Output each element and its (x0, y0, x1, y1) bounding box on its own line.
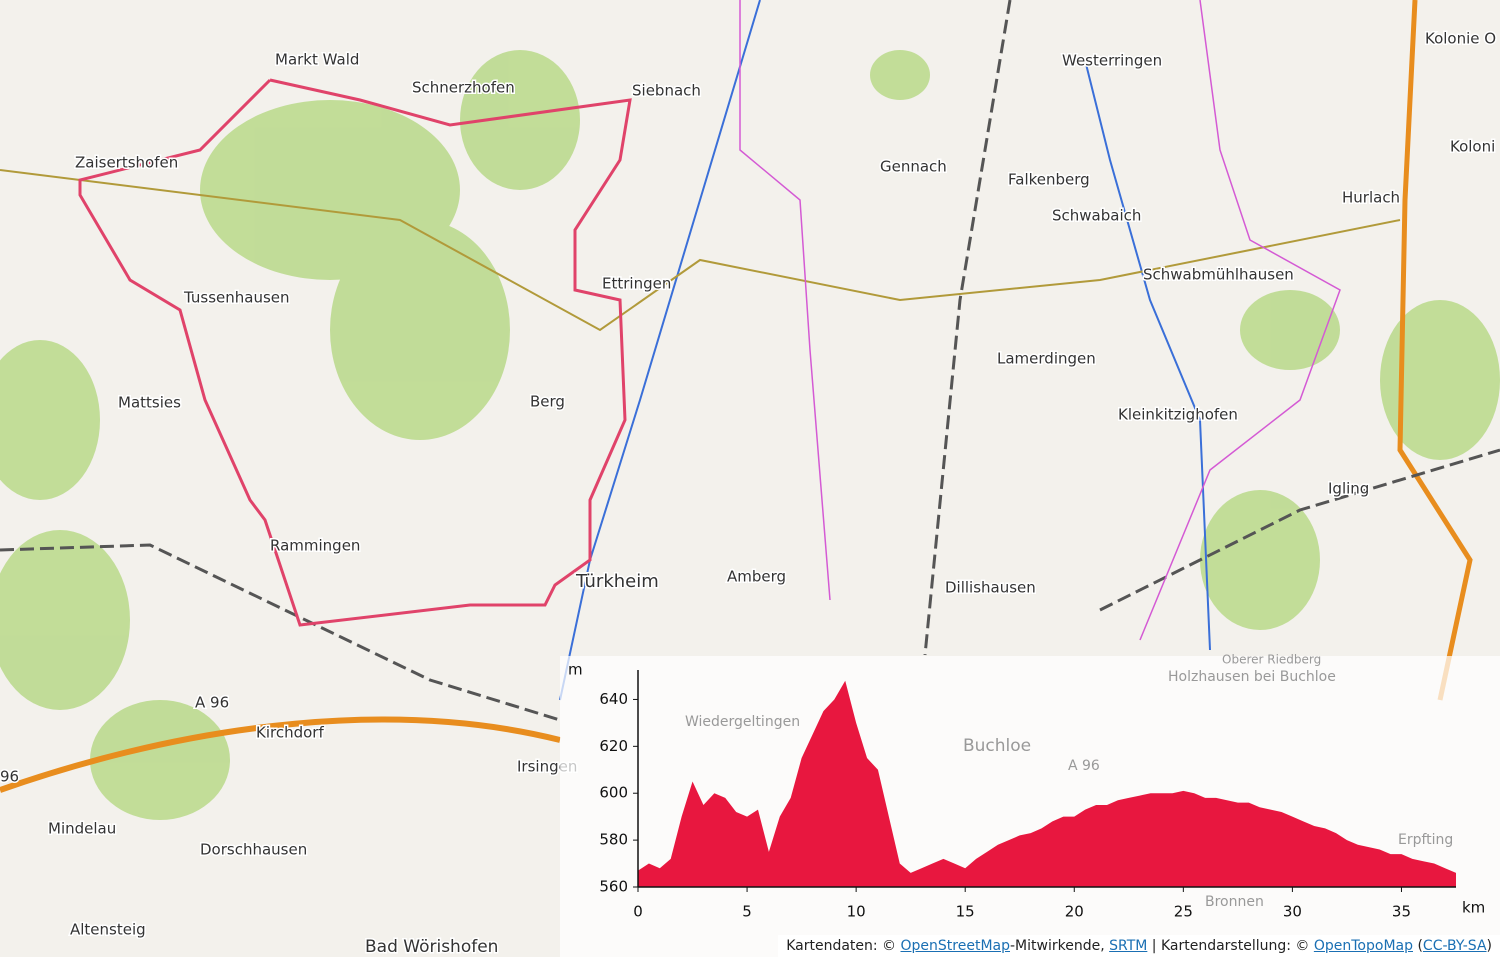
x-tick-label: 30 (1283, 903, 1302, 921)
place-label: Gennach (880, 158, 947, 176)
y-axis-label: m (568, 661, 583, 679)
roads (0, 0, 1500, 793)
place-label: Berg (530, 393, 565, 411)
attribution-text: | Kartendarstellung: © (1147, 938, 1314, 954)
place-label: Falkenberg (1008, 171, 1090, 189)
place-label: Bronnen (1205, 894, 1264, 910)
x-tick-label: 35 (1392, 903, 1411, 921)
link[interactable]: OpenTopoMap (1313, 938, 1413, 954)
place-label: Wiedergeltingen (685, 714, 800, 730)
place-label: Buchloe (963, 736, 1031, 756)
link[interactable]: OpenStreetMap (900, 938, 1010, 954)
place-label: Hurlach (1342, 189, 1400, 207)
y-tick-label: 560 (599, 878, 628, 896)
place-label: Altensteig (70, 921, 146, 939)
x-tick-label: 0 (633, 903, 643, 921)
place-label: Türkheim (575, 571, 659, 592)
place-label: Kirchdorf (256, 724, 324, 742)
place-label: Igling (1328, 480, 1369, 498)
y-tick-label: 580 (599, 831, 628, 849)
place-label: Mattsies (118, 394, 181, 412)
attribution: Kartendaten: © OpenStreetMap-Mitwirkende… (778, 935, 1500, 957)
place-label: Westerringen (1062, 52, 1162, 70)
link[interactable]: CC-BY-SA (1422, 938, 1487, 954)
place-label: Schnerzhofen (412, 79, 515, 97)
y-tick-label: 600 (599, 784, 628, 802)
place-label: Kleinkitzighofen (1118, 406, 1238, 424)
attribution-text: ( (1413, 938, 1423, 954)
place-label: Holzhausen bei Buchloe (1168, 669, 1336, 685)
place-label: Dillishausen (945, 579, 1036, 597)
x-tick-label: 15 (956, 903, 975, 921)
attribution-text: -Mitwirkende, (1010, 938, 1110, 954)
place-label: Lamerdingen (997, 350, 1096, 368)
x-tick-label: 5 (742, 903, 752, 921)
x-tick-label: 20 (1065, 903, 1084, 921)
road-label: A 96 (1068, 758, 1100, 774)
place-label: Koloni (1450, 138, 1495, 156)
place-label: Oberer Riedberg (1222, 653, 1321, 667)
place-label: Siebnach (632, 82, 701, 100)
place-label: Zaisertshofen (75, 154, 178, 172)
place-label: Markt Wald (275, 51, 359, 69)
link[interactable]: SRTM (1109, 938, 1148, 954)
place-label: Schwabaich (1052, 207, 1141, 225)
y-tick-label: 620 (599, 737, 628, 755)
road-label: A 96 (195, 694, 229, 712)
place-label: Rammingen (270, 537, 360, 555)
x-tick-label: 25 (1174, 903, 1193, 921)
place-labels: Markt Wald Schnerzhofen Siebnach Zaisert… (0, 28, 1498, 957)
place-label: Dorschhausen (200, 841, 307, 859)
x-tick-label: 10 (847, 903, 866, 921)
place-label: Kolonie O (1425, 30, 1496, 48)
place-label: Bad Wörishofen (365, 937, 498, 957)
road-label: 96 (0, 768, 19, 786)
route (78, 78, 632, 627)
faded-labels: Wiedergeltingen Buchloe Holzhausen bei B… (685, 653, 1453, 911)
forest (0, 50, 1500, 820)
place-label: Tussenhausen (183, 289, 290, 307)
y-tick-label: 640 (599, 690, 628, 708)
attribution-text: ) (1486, 938, 1492, 954)
x-axis-label: km (1462, 899, 1485, 917)
place-label: Erpfting (1398, 832, 1453, 848)
place-label: Schwabmühlhausen (1143, 266, 1294, 284)
elevation-profile: m km 560 580 600 620 640 0 5 10 15 20 25 30 35 (568, 661, 1485, 921)
attribution-text: Kartendaten: © (786, 938, 901, 954)
elevation-area (638, 680, 1456, 887)
place-label: Ettringen (602, 275, 671, 293)
place-label: Amberg (727, 568, 786, 586)
place-label: Mindelau (48, 820, 116, 838)
